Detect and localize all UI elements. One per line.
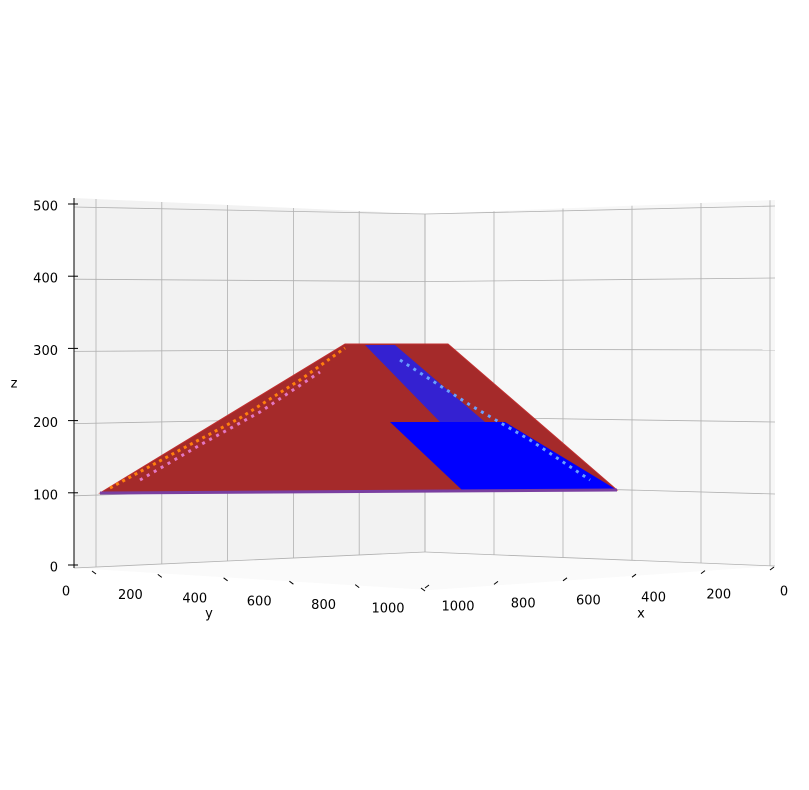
z-tick-label: 500 xyxy=(33,200,58,215)
surface-dots xyxy=(109,346,346,490)
surface-blue-upper xyxy=(365,345,485,422)
z-tick-label: 200 xyxy=(33,416,58,431)
grid-line xyxy=(73,551,426,569)
x-tick-label: 600 xyxy=(576,594,601,609)
tick-mark xyxy=(420,587,426,592)
tick-mark xyxy=(769,566,775,571)
floor-pane xyxy=(74,552,775,590)
x-tick-label: 1000 xyxy=(441,600,474,615)
z-tick-label: 300 xyxy=(33,344,58,359)
y-tick-label: 400 xyxy=(182,591,207,606)
x-tick-label: 0 xyxy=(780,585,788,600)
y-tick-label: 1000 xyxy=(371,602,404,617)
tick-mark xyxy=(493,581,499,585)
x-tick-label: 400 xyxy=(641,591,666,606)
grid-line xyxy=(424,551,776,567)
y-tick-label: 0 xyxy=(62,585,70,600)
x-tick-label: 200 xyxy=(706,588,731,603)
surface-dots xyxy=(139,370,321,482)
grid-line xyxy=(73,206,426,215)
z-axis-label: z xyxy=(11,377,18,392)
tick-mark xyxy=(700,570,706,574)
z-tick-label: 0 xyxy=(50,561,58,576)
x-axis-label: x xyxy=(637,607,645,622)
tick-mark xyxy=(289,580,294,585)
x-tick-label: 800 xyxy=(511,597,536,612)
tick-mark xyxy=(562,577,568,582)
y-tick-label: 800 xyxy=(311,598,336,613)
z-tick-label: 400 xyxy=(33,272,58,287)
surface-edge xyxy=(99,488,618,495)
grid-line xyxy=(73,278,426,282)
tick-mark xyxy=(223,577,228,582)
grid-line xyxy=(424,277,776,282)
surface-blue xyxy=(390,422,617,490)
surface-dots xyxy=(399,358,591,482)
tick-mark xyxy=(424,584,430,589)
grid-line xyxy=(424,348,776,351)
tick-mark xyxy=(354,584,360,588)
z-tick-label: 100 xyxy=(33,488,58,503)
y-tick-label: 200 xyxy=(118,588,143,603)
tick-mark xyxy=(631,573,637,578)
y-tick-label: 600 xyxy=(247,595,272,610)
tick-mark xyxy=(91,570,97,575)
y-axis-label: y xyxy=(205,607,213,622)
tick-mark xyxy=(157,574,163,578)
surface xyxy=(98,343,619,495)
grid-line xyxy=(424,205,776,215)
